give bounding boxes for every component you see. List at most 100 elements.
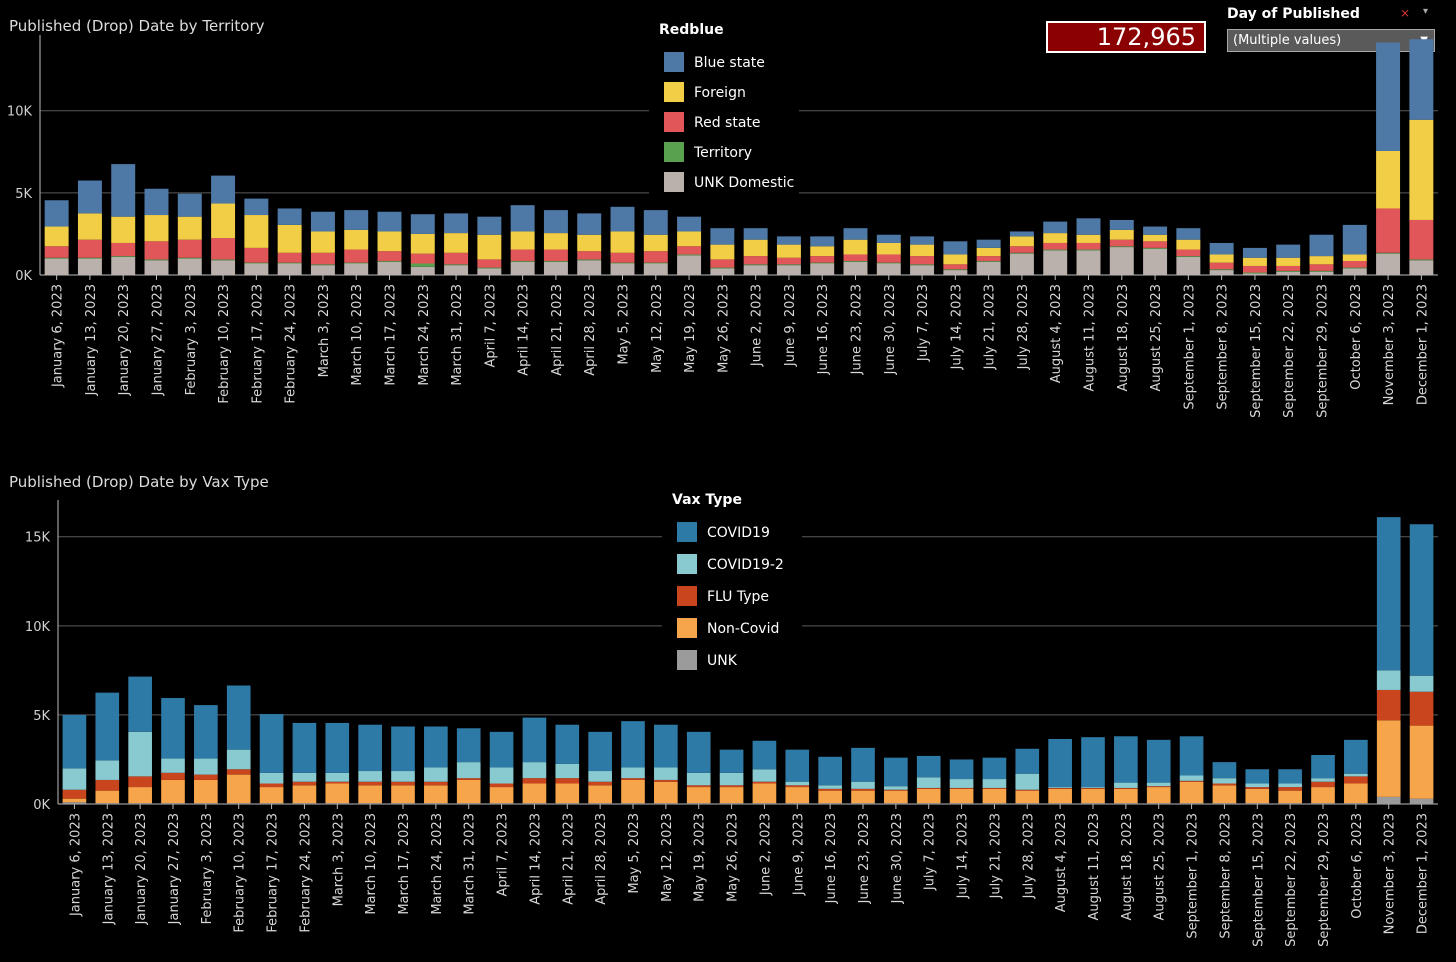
bar-segment-unk	[62, 802, 87, 804]
bar-segment-unk	[686, 803, 711, 804]
x-tick-label: January 13, 2023	[84, 284, 99, 396]
bar-segment-territory	[1143, 247, 1168, 249]
legend-label-blue-state: Blue state	[694, 55, 765, 71]
bar-segment-unk	[1278, 803, 1302, 804]
bar-segment-unk-domestic	[211, 260, 236, 275]
bar-segment-territory	[943, 269, 968, 271]
bar-segment-blue-state	[810, 236, 835, 247]
bar-segment-covid19	[1278, 769, 1302, 784]
bar-segment-covid19-2	[292, 772, 317, 782]
bar-segment-covid19-2	[654, 767, 678, 780]
bar-segment-blue-state	[1376, 42, 1401, 151]
bar-segment-flu-type	[949, 787, 974, 789]
bar-segment-unk-domestic	[410, 266, 435, 275]
x-tick-label: March 31, 2023	[450, 284, 465, 386]
filter-menu-icon[interactable]: ▾	[1423, 6, 1429, 17]
legend-label-territory: Territory	[693, 145, 752, 161]
bar-segment-unk-domestic	[1276, 271, 1301, 275]
bar-segment-unk	[194, 803, 218, 804]
bar-segment-covid19	[1245, 769, 1270, 784]
bar-segment-territory	[1376, 252, 1401, 254]
bar-segment-unk	[1179, 803, 1204, 804]
bar-segment-unk-domestic	[277, 263, 302, 275]
bar-segment-unk	[1212, 803, 1237, 804]
bar-segment-covid19-2	[884, 786, 908, 790]
bar-segment-unk-domestic	[44, 258, 69, 275]
bar-segment-foreign	[843, 239, 868, 255]
x-tick-label: May 26, 2023	[716, 284, 731, 373]
bar-segment-territory	[1076, 249, 1101, 251]
x-tick-label: July 28, 2023	[1021, 813, 1036, 899]
bar-segment-unk-domestic	[1143, 248, 1168, 275]
bar-segment-flu-type	[194, 774, 218, 780]
bar-segment-blue-state	[1242, 247, 1267, 258]
bar-segment-territory	[1009, 252, 1034, 254]
bar-segment-non-covid	[1081, 788, 1105, 804]
bar-segment-unk	[982, 803, 1007, 804]
bar-segment-blue-state	[1309, 234, 1334, 257]
bar-segment-red-state	[910, 256, 935, 265]
bar-segment-unk	[1376, 796, 1401, 804]
bar-segment-blue-state	[1209, 242, 1234, 255]
bar-segment-covid19-2	[1179, 775, 1204, 781]
bar-segment-covid19	[719, 749, 744, 773]
bar-segment-foreign	[1209, 254, 1234, 263]
bar-segment-foreign	[1376, 150, 1401, 209]
x-tick-label: October 6, 2023	[1350, 813, 1365, 919]
chart-title-vax-type: Published (Drop) Date by Vax Type	[9, 473, 269, 491]
bar-segment-red-state	[810, 256, 835, 263]
bar-segment-covid19	[522, 717, 547, 763]
x-tick-label: May 12, 2023	[650, 284, 665, 373]
x-tick-label: January 20, 2023	[134, 813, 149, 925]
bar-segment-unk	[719, 803, 744, 804]
bar-segment-flu-type	[1278, 787, 1302, 791]
x-tick-label: September 15, 2023	[1249, 284, 1264, 418]
bar-segment-foreign	[77, 213, 102, 240]
bar-segment-blue-state	[177, 193, 202, 217]
bar-segment-flu-type	[654, 779, 678, 782]
bar-segment-territory	[543, 261, 568, 262]
x-tick-label: May 5, 2023	[617, 284, 632, 365]
bar-segment-red-state	[277, 252, 302, 263]
bar-segment-covid19	[259, 714, 284, 773]
bar-segment-territory	[344, 262, 369, 264]
bar-segment-red-state	[643, 251, 668, 263]
bar-segment-territory	[310, 264, 335, 266]
bar-segment-foreign	[743, 239, 768, 257]
bar-segment-covid19-2	[1146, 782, 1171, 787]
x-tick-label: September 15, 2023	[1251, 813, 1266, 947]
bar-segment-covid19-2	[1081, 787, 1105, 788]
x-tick-label: March 17, 2023	[397, 813, 412, 915]
bar-segment-red-state	[610, 252, 635, 263]
legend-swatch-non-covid	[677, 618, 697, 638]
bar-segment-unk-domestic	[244, 263, 269, 275]
bar-segment-red-state	[77, 239, 102, 258]
bar-segment-covid19	[785, 749, 810, 782]
bar-segment-unk-domestic	[177, 258, 202, 275]
clear-filter-icon[interactable]: ⨯	[1400, 6, 1411, 20]
x-tick-label: February 3, 2023	[200, 813, 215, 924]
bar-segment-red-state	[1309, 264, 1334, 271]
bar-segment-covid19	[818, 756, 842, 786]
bar-segment-blue-state	[710, 228, 735, 245]
bar-segment-flu-type	[555, 778, 580, 784]
bar-segment-covid19-2	[785, 781, 810, 786]
x-tick-label: February 17, 2023	[250, 284, 265, 404]
bar-segment-unk	[752, 803, 777, 804]
bar-segment-foreign	[510, 231, 535, 250]
x-tick-label: May 19, 2023	[693, 813, 708, 902]
bar-segment-flu-type	[161, 772, 185, 780]
bar-segment-territory	[1109, 246, 1134, 248]
bar-segment-unk-domestic	[1409, 260, 1434, 275]
bar-segment-covid19	[949, 759, 974, 780]
bar-segment-covid19-2	[588, 771, 612, 782]
x-tick-label: June 9, 2023	[791, 813, 806, 896]
bar-segment-covid19	[884, 757, 908, 787]
bar-segment-red-state	[1009, 246, 1034, 253]
bar-segment-unk-domestic	[444, 265, 469, 275]
x-tick-label: May 12, 2023	[660, 813, 675, 902]
x-tick-label: March 17, 2023	[384, 284, 399, 386]
bar-segment-red-state	[510, 249, 535, 262]
bar-segment-foreign	[1143, 234, 1168, 242]
bar-segment-covid19	[916, 755, 941, 778]
